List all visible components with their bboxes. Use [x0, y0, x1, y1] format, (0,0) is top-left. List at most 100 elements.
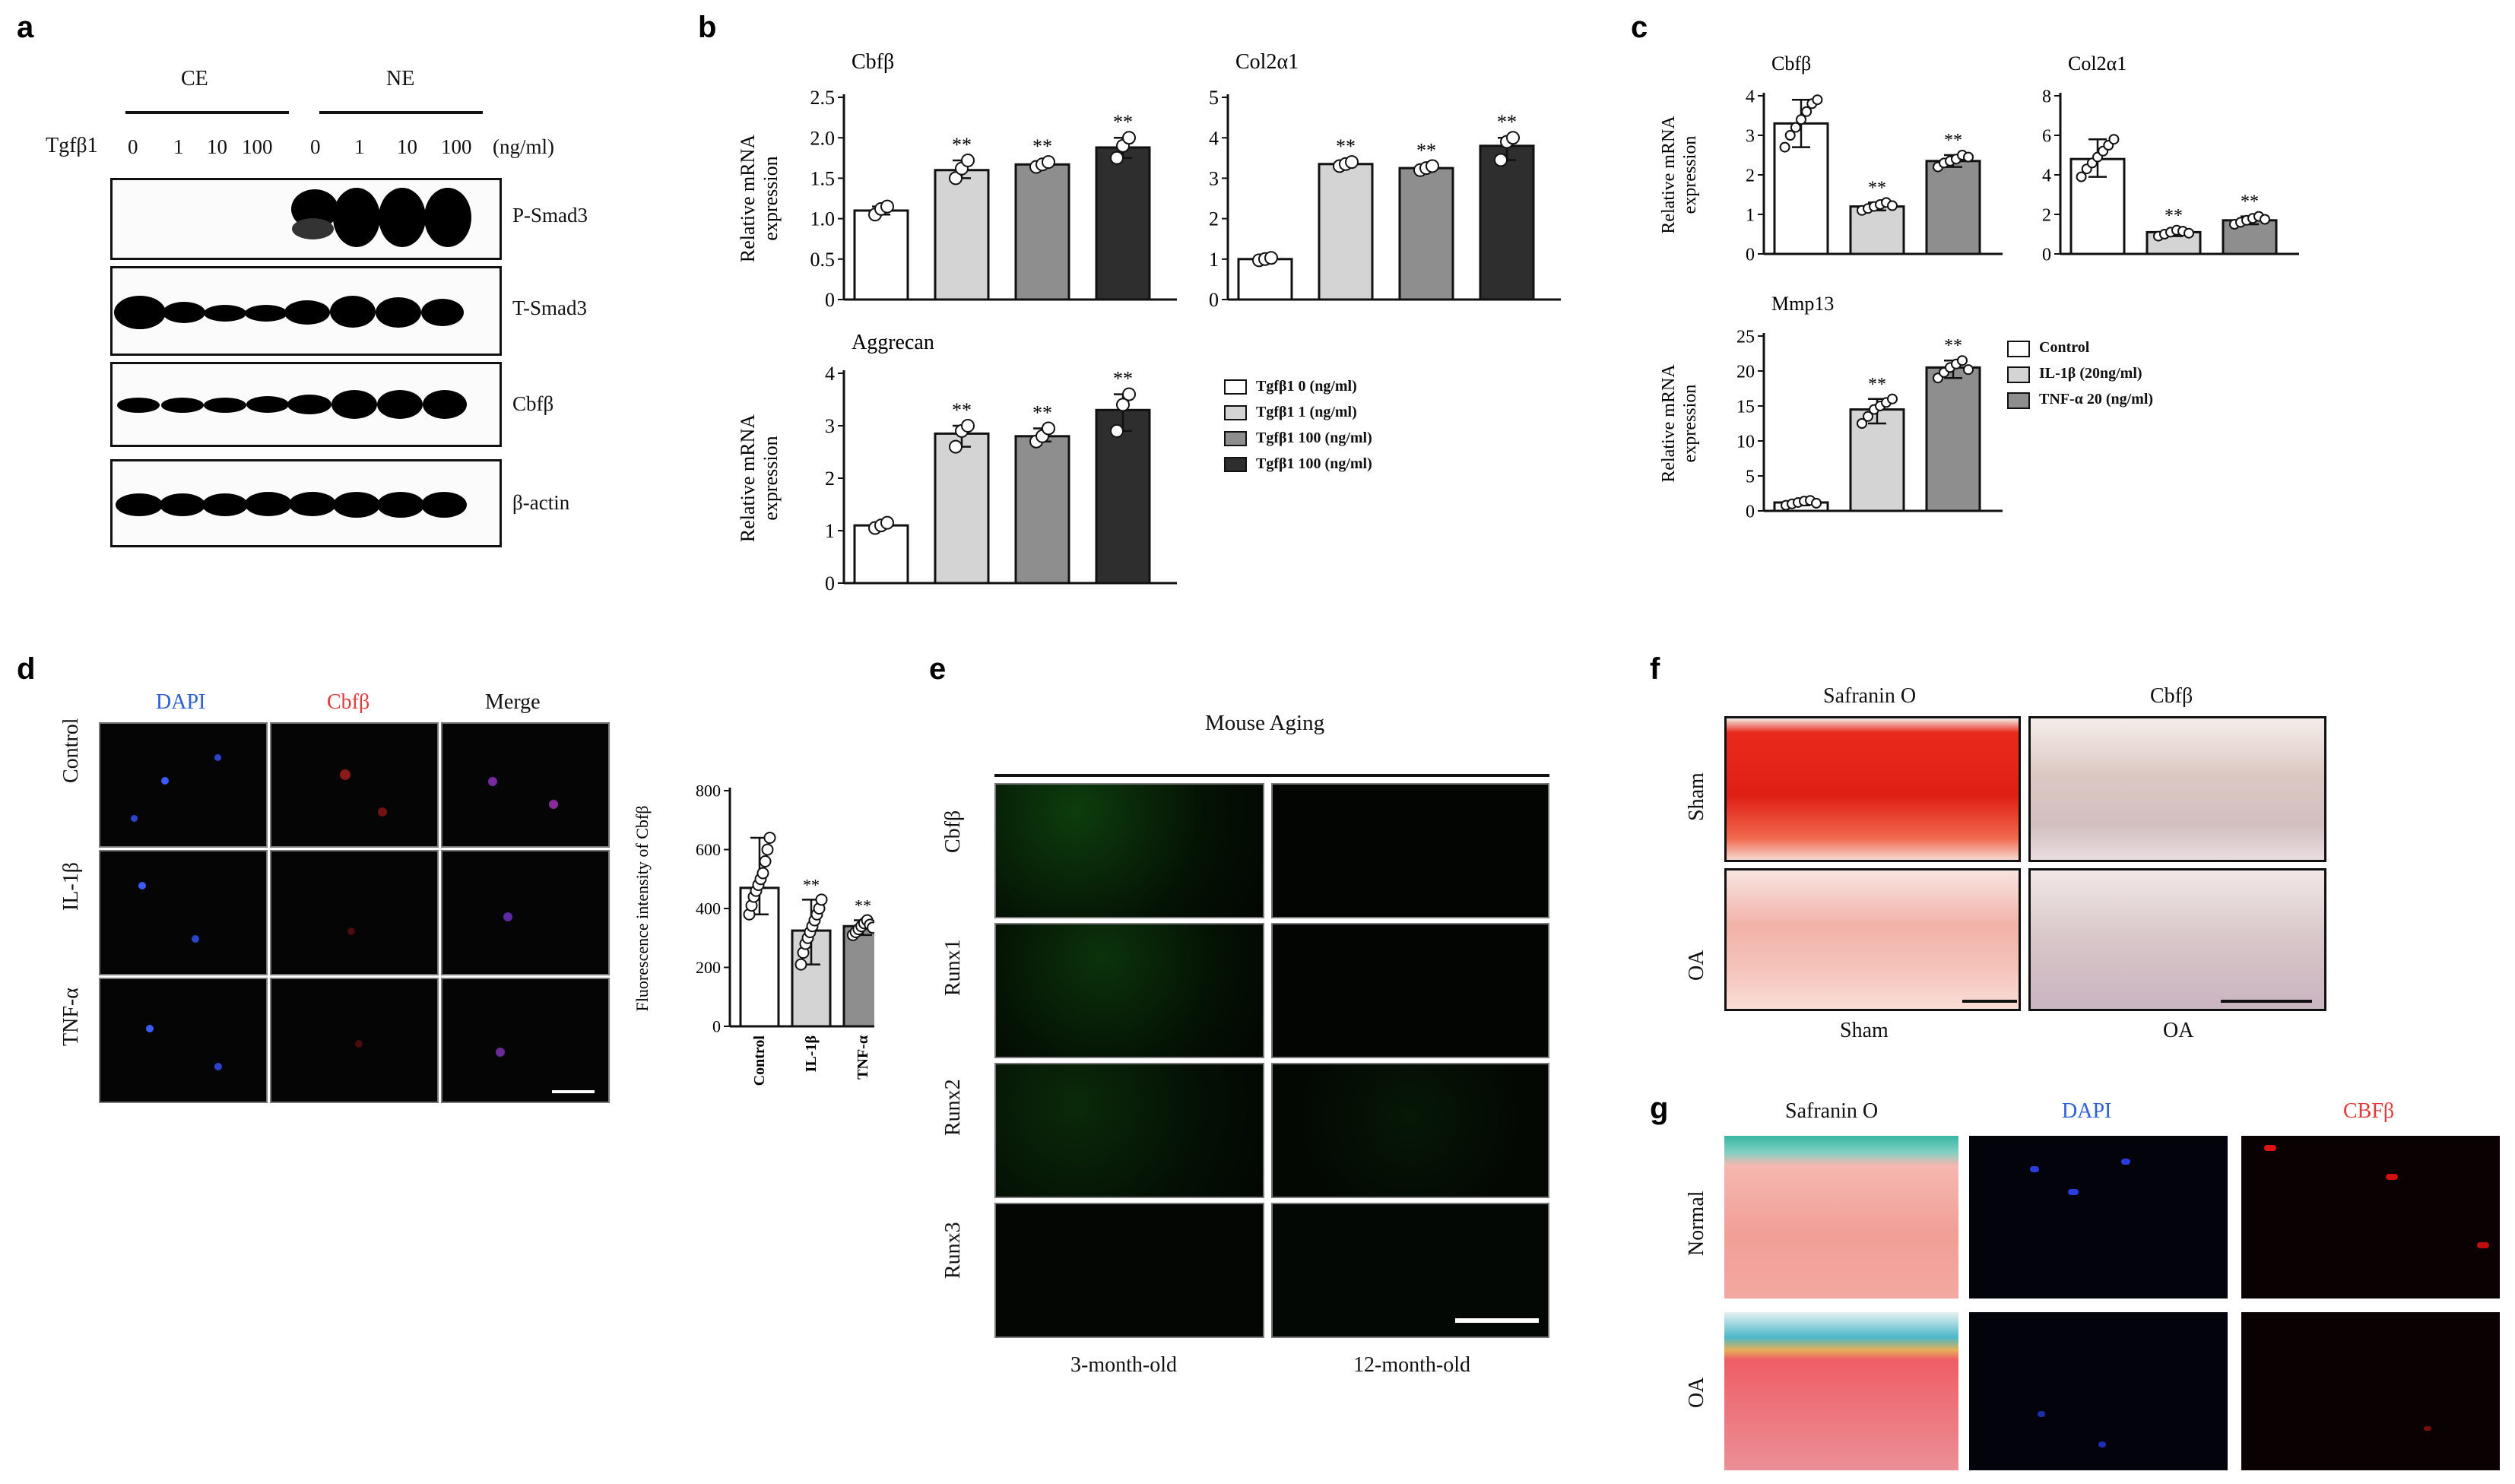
column-label-merge: Merge [485, 690, 541, 714]
nucleus [146, 1025, 154, 1032]
blot-cbfb [110, 362, 502, 447]
band [160, 493, 205, 516]
cell [347, 928, 355, 935]
chart-title: Aggrecan [852, 331, 934, 354]
y-tick-label: 2 [825, 468, 835, 490]
y-tick-label: 400 [696, 899, 721, 918]
panel-e-title: Mouse Aging [1205, 711, 1325, 735]
row-label: Normal [1685, 1191, 1708, 1256]
data-point [1116, 398, 1130, 412]
bar [1398, 166, 1454, 301]
significance-label: ** [803, 875, 820, 894]
micrograph-cbfb-3m [994, 783, 1264, 918]
band [330, 296, 376, 328]
data-point [880, 515, 894, 530]
band [379, 188, 426, 247]
blot-label: Cbfβ [512, 392, 554, 415]
data-point [1863, 411, 1873, 422]
blot-label: P-Smad3 [512, 204, 588, 227]
significance-label: ** [1497, 111, 1517, 133]
band [163, 302, 205, 323]
band [284, 300, 330, 325]
y-tick-label: 2 [1209, 208, 1219, 230]
significance-label: ** [1416, 139, 1436, 161]
histology-cbfb-sham [2028, 716, 2326, 862]
y-tick-label: 1 [1209, 249, 1219, 271]
band [245, 492, 292, 516]
group-label-ce: CE [181, 67, 208, 90]
y-tick-label: 0 [1746, 502, 1755, 522]
bar [1014, 163, 1070, 301]
significance-label: ** [952, 399, 972, 421]
chart-b-cbfb: Cbfβ Relative mRNA expression 0 0.5 1.0 1.5 2.0… [737, 50, 1177, 311]
band [246, 396, 289, 413]
column-label: 12-month-old [1353, 1353, 1470, 1377]
data-point [1811, 497, 1822, 509]
cell [2264, 1145, 2276, 1151]
legend-swatch [2007, 366, 2030, 383]
chart-title: Col2α1 [2068, 52, 2126, 75]
row-label: Control [59, 718, 83, 783]
bar [1479, 144, 1535, 301]
micrograph-dapi-control [99, 722, 268, 848]
data-point [1963, 151, 1974, 163]
scale-bar [1962, 1000, 2017, 1003]
micrograph-dapi-normal [1969, 1136, 2228, 1298]
y-axis-label: expression [1680, 136, 1700, 214]
group-line-ce [125, 111, 289, 114]
column-label: Cbfβ [2150, 684, 2193, 708]
x-tick-label: TNF-α [855, 1035, 871, 1080]
y-axis-label: Relative mRNA [1659, 364, 1679, 483]
micrograph-dapi-tnfa [99, 978, 268, 1103]
scale-bar [552, 1090, 595, 1093]
band [421, 299, 464, 326]
band [333, 188, 380, 247]
bar [842, 924, 874, 1028]
nucleus [131, 815, 138, 822]
y-axis-label: expression [760, 156, 782, 240]
bottom-label: Sham [1840, 1019, 1889, 1042]
chart-d-fluorescence: Fluorescence intensity of Cbfβ 0 200 400 600… [633, 782, 874, 1086]
chart-c-col2a1: Col2α1 0 2 4 6 8 ** ** [2042, 52, 2299, 265]
band [161, 398, 204, 413]
band [377, 492, 424, 518]
significance-label: ** [1944, 131, 1962, 151]
chart-title: Cbfβ [1771, 52, 1811, 75]
y-tick-label: 0 [1746, 245, 1755, 265]
histology-safranin-oa [1724, 1312, 1958, 1470]
data-point [2108, 134, 2120, 145]
nucleus [2030, 1166, 2039, 1172]
y-tick-label: 1.0 [810, 208, 836, 230]
y-tick-label: 5 [1746, 467, 1755, 487]
data-point [759, 855, 772, 867]
y-axis-label: Relative mRNA [737, 414, 759, 542]
blot-p-smad3 [110, 178, 502, 260]
significance-label: ** [1868, 178, 1886, 198]
column-label: Safranin O [1823, 684, 1917, 708]
cell [2386, 1174, 2398, 1180]
dose-label: 0 [128, 135, 138, 158]
micrograph-merge-control [441, 722, 610, 848]
data-point [1264, 251, 1278, 265]
chart-title: Mmp13 [1771, 293, 1834, 315]
panel-label-b: b [698, 11, 717, 44]
y-axis-label: Relative mRNA [1659, 116, 1679, 234]
band [292, 218, 334, 239]
y-tick-label: 0 [1209, 289, 1219, 311]
legend-label: Control [2039, 339, 2090, 356]
bar [1095, 146, 1151, 301]
y-tick-label: 20 [1736, 362, 1755, 382]
nucleus [214, 1063, 222, 1070]
blot-label: T-Smad3 [512, 296, 588, 319]
x-tick-label: IL-1β [803, 1035, 820, 1072]
y-tick-label: 3 [1209, 168, 1219, 190]
row-label: OA [1685, 1377, 1708, 1408]
bottom-label: OA [2163, 1019, 2194, 1042]
bar [853, 209, 909, 301]
chart-title: Cbfβ [852, 50, 894, 74]
y-tick-label: 4 [1746, 87, 1755, 106]
y-tick-label: 1 [825, 520, 835, 542]
dose-label: 1 [173, 135, 184, 158]
column-label-dapi: DAPI [156, 690, 206, 714]
significance-label: ** [1113, 368, 1133, 390]
